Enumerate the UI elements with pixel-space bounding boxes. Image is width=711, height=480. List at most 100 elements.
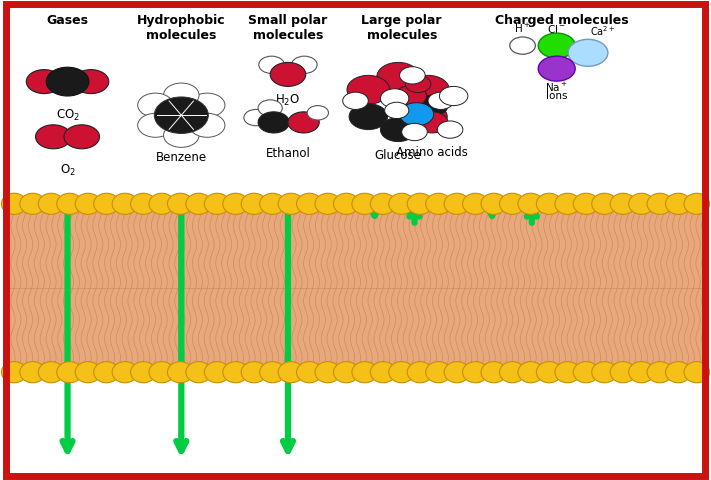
Ellipse shape	[94, 361, 119, 383]
Ellipse shape	[500, 361, 525, 383]
Ellipse shape	[131, 361, 156, 383]
Ellipse shape	[573, 361, 599, 383]
Circle shape	[510, 37, 535, 54]
Circle shape	[154, 97, 208, 133]
Circle shape	[380, 118, 416, 142]
Ellipse shape	[629, 361, 654, 383]
Ellipse shape	[278, 361, 304, 383]
Ellipse shape	[241, 193, 267, 215]
Text: Ethanol: Ethanol	[265, 147, 311, 160]
Circle shape	[538, 56, 575, 81]
Text: Cl$^-$: Cl$^-$	[547, 23, 566, 35]
Ellipse shape	[500, 193, 525, 215]
Circle shape	[407, 75, 449, 104]
Circle shape	[164, 123, 199, 147]
Ellipse shape	[186, 193, 211, 215]
Circle shape	[385, 102, 409, 119]
Circle shape	[292, 56, 317, 73]
Ellipse shape	[444, 361, 470, 383]
Text: CO$_2$: CO$_2$	[55, 108, 80, 123]
Ellipse shape	[20, 361, 46, 383]
Text: Ions: Ions	[546, 91, 567, 101]
Ellipse shape	[370, 361, 396, 383]
Circle shape	[138, 93, 173, 117]
Ellipse shape	[112, 361, 138, 383]
Ellipse shape	[610, 193, 636, 215]
Ellipse shape	[38, 193, 64, 215]
Ellipse shape	[407, 193, 433, 215]
Ellipse shape	[647, 361, 673, 383]
Ellipse shape	[1, 361, 27, 383]
Ellipse shape	[112, 193, 138, 215]
Ellipse shape	[260, 361, 285, 383]
Ellipse shape	[481, 193, 507, 215]
Ellipse shape	[223, 361, 248, 383]
Ellipse shape	[592, 361, 617, 383]
Ellipse shape	[94, 193, 119, 215]
Circle shape	[417, 112, 448, 133]
Ellipse shape	[389, 361, 415, 383]
Ellipse shape	[481, 361, 507, 383]
Ellipse shape	[352, 361, 378, 383]
Ellipse shape	[573, 193, 599, 215]
Ellipse shape	[204, 361, 230, 383]
Circle shape	[258, 100, 282, 116]
Ellipse shape	[1, 193, 27, 215]
Ellipse shape	[647, 193, 673, 215]
Circle shape	[258, 112, 289, 133]
Text: Na$^+$: Na$^+$	[545, 81, 568, 94]
Circle shape	[189, 113, 225, 137]
Text: O$_2$: O$_2$	[60, 163, 75, 178]
Ellipse shape	[20, 193, 46, 215]
Text: Glucose: Glucose	[375, 149, 422, 162]
Circle shape	[568, 39, 608, 66]
Circle shape	[244, 109, 268, 126]
Ellipse shape	[463, 193, 488, 215]
Ellipse shape	[518, 193, 543, 215]
Circle shape	[400, 103, 434, 126]
Circle shape	[380, 89, 409, 108]
Circle shape	[73, 70, 109, 94]
Text: Small polar
molecules: Small polar molecules	[248, 14, 328, 42]
Ellipse shape	[57, 361, 82, 383]
Ellipse shape	[241, 361, 267, 383]
Text: Ca$^{2+}$: Ca$^{2+}$	[590, 24, 616, 38]
Circle shape	[409, 104, 447, 130]
Ellipse shape	[149, 193, 175, 215]
Circle shape	[288, 112, 319, 133]
Ellipse shape	[555, 361, 580, 383]
Ellipse shape	[370, 193, 396, 215]
Ellipse shape	[610, 361, 636, 383]
Circle shape	[138, 113, 173, 137]
Ellipse shape	[665, 361, 691, 383]
Circle shape	[347, 75, 390, 104]
Ellipse shape	[352, 193, 378, 215]
Ellipse shape	[260, 193, 285, 215]
Ellipse shape	[57, 193, 82, 215]
Ellipse shape	[463, 361, 488, 383]
Circle shape	[46, 67, 89, 96]
Circle shape	[428, 92, 454, 109]
Ellipse shape	[278, 193, 304, 215]
Circle shape	[64, 125, 100, 149]
Ellipse shape	[629, 193, 654, 215]
Ellipse shape	[296, 361, 322, 383]
Circle shape	[377, 62, 419, 91]
Circle shape	[343, 92, 368, 109]
Circle shape	[417, 95, 448, 116]
Text: Charged molecules: Charged molecules	[495, 14, 629, 27]
Circle shape	[259, 56, 284, 73]
Text: H$_2$O: H$_2$O	[275, 93, 301, 108]
Ellipse shape	[38, 361, 64, 383]
Circle shape	[405, 75, 431, 93]
Circle shape	[439, 86, 468, 106]
Text: H$^+$: H$^+$	[514, 22, 531, 35]
Ellipse shape	[555, 193, 580, 215]
Ellipse shape	[426, 193, 451, 215]
Ellipse shape	[684, 361, 710, 383]
Ellipse shape	[333, 361, 359, 383]
Text: Amino acids: Amino acids	[396, 146, 469, 159]
Bar	[7, 211, 704, 365]
Ellipse shape	[315, 193, 341, 215]
Ellipse shape	[204, 193, 230, 215]
